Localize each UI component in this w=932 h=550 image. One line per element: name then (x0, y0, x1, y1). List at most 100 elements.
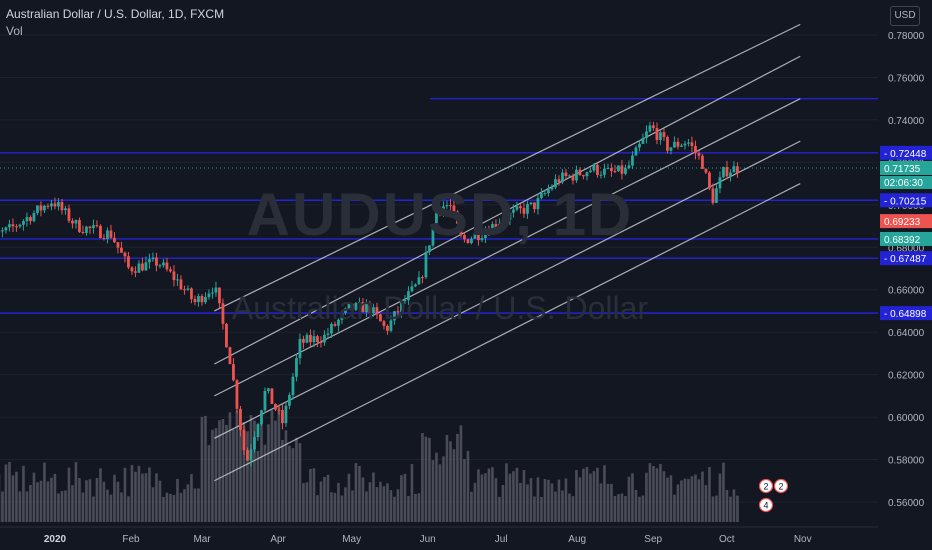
candle-body (197, 295, 200, 303)
y-tick-label: 0.58000 (888, 456, 925, 467)
candle-body (550, 187, 554, 190)
countdown-timer: 02:06:30 (884, 178, 923, 189)
currency-button[interactable]: USD (890, 6, 920, 26)
volume-bar (536, 477, 540, 522)
volume-bar (99, 468, 102, 522)
volume-bar (120, 492, 123, 522)
volume-bar (610, 483, 613, 522)
y-tick-label: 0.74000 (888, 116, 925, 127)
volume-bar (379, 481, 382, 522)
x-tick-label: Jun (420, 534, 436, 545)
candle-body (281, 410, 284, 424)
candle-body (732, 166, 736, 173)
volume-bar (284, 430, 288, 522)
candle-body (645, 131, 648, 138)
volume-bar (592, 471, 596, 522)
candle-body (540, 193, 543, 199)
candle-body (400, 301, 403, 312)
volume-bar (281, 439, 284, 522)
event-badge-count: 2 (778, 482, 783, 492)
volume-bar (449, 441, 452, 522)
volume-bar (172, 494, 176, 522)
candle-body (701, 155, 704, 169)
candle-body (137, 263, 141, 273)
volume-bar (407, 495, 410, 522)
volume-bar (627, 476, 631, 522)
volume-indicator-label[interactable]: Vol (6, 24, 23, 38)
volume-bar (36, 482, 39, 522)
candle-body (151, 257, 155, 260)
candle-body (417, 277, 421, 285)
candle-body (365, 302, 368, 313)
candle-body (288, 395, 291, 406)
candle-body (85, 226, 88, 233)
volume-bar (662, 471, 666, 522)
volume-bar (116, 481, 120, 522)
volume-bar (421, 432, 424, 522)
candle-body (242, 429, 246, 451)
volume-bar (624, 495, 627, 522)
volume-bar (113, 474, 116, 522)
candle-body (673, 141, 676, 148)
volume-bar (137, 465, 141, 522)
candle-body (659, 132, 662, 141)
volume-bar (519, 482, 522, 522)
candle-body (316, 336, 319, 343)
candle-body (505, 219, 508, 221)
volume-bar (375, 487, 379, 522)
candle-body (274, 403, 277, 410)
candle-body (228, 347, 232, 365)
volume-bar (25, 491, 29, 522)
volume-bar (386, 483, 389, 522)
candle-body (43, 205, 46, 211)
candle-body (690, 142, 694, 146)
volume-bar (57, 493, 60, 522)
volume-bar (239, 424, 242, 522)
candle-body (235, 380, 239, 409)
candle-body (148, 259, 151, 263)
volume-bar (246, 431, 249, 522)
volume-bar (344, 487, 347, 522)
volume-bar (526, 484, 529, 522)
candle-body (610, 168, 613, 172)
volume-bar (109, 494, 113, 522)
volume-bar (463, 459, 466, 522)
candle-body (193, 299, 197, 303)
volume-bar (456, 433, 459, 522)
candle-body (298, 338, 302, 359)
candle-body (53, 203, 57, 207)
candle-body (36, 205, 39, 213)
candle-body (326, 333, 330, 335)
candle-body (501, 220, 505, 224)
candle-body (382, 321, 386, 326)
volume-bar (561, 490, 564, 522)
volume-bar (218, 420, 221, 522)
volume-bar (564, 478, 568, 522)
candle-body (592, 164, 596, 171)
volume-bar (158, 480, 162, 522)
countdown-bg (880, 175, 932, 189)
candle-body (414, 284, 417, 287)
candle-body (1, 230, 4, 232)
level-label: - 0.67487 (884, 254, 927, 265)
y-tick-label: 0.62000 (888, 371, 925, 382)
candle-body (393, 311, 396, 321)
volume-bar (361, 477, 365, 522)
candle-body (106, 230, 109, 240)
candle-body (200, 295, 204, 303)
candle-body (515, 206, 519, 210)
level-label: - 0.64898 (884, 309, 927, 320)
candle-body (351, 303, 354, 310)
x-tick-label: Oct (719, 534, 735, 545)
volume-bar (718, 473, 722, 522)
candle-body (309, 334, 312, 343)
candle-body (669, 147, 673, 151)
volume-bar (722, 462, 725, 522)
symbol-title[interactable]: Australian Dollar / U.S. Dollar, 1D, FXC… (6, 7, 225, 21)
volume-bar (736, 495, 739, 522)
volume-bar (505, 463, 508, 522)
volume-bar (470, 491, 473, 522)
volume-bar (232, 429, 235, 522)
